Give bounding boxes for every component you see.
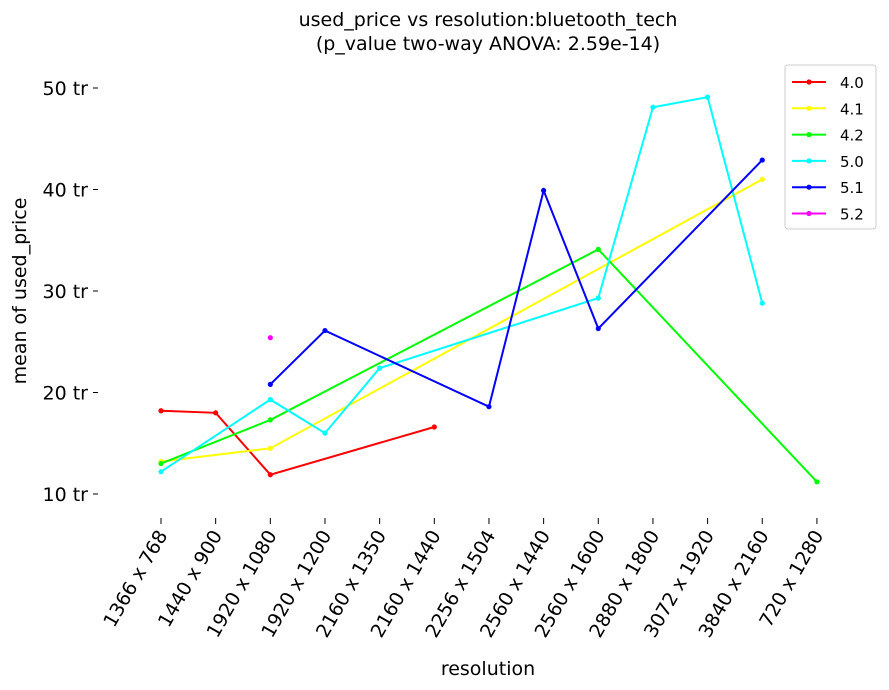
data-point (486, 404, 492, 410)
series-5.0 (158, 94, 765, 475)
legend-item: 5.0 (792, 153, 864, 171)
legend-marker (806, 210, 812, 217)
data-point (158, 460, 164, 467)
data-point (814, 479, 820, 485)
legend-label: 4.1 (840, 100, 864, 118)
data-point (759, 157, 765, 163)
legend-label: 5.0 (840, 153, 864, 171)
series-4.0 (158, 408, 437, 478)
legend-item: 5.2 (792, 206, 864, 224)
legend-marker (806, 158, 812, 164)
data-point (650, 104, 656, 110)
y-tick-label: 50 tr (43, 78, 89, 100)
data-point (267, 445, 273, 451)
data-point (267, 417, 273, 423)
y-tick-label: 40 tr (43, 180, 89, 202)
legend-marker (806, 79, 812, 85)
legend-item: 4.1 (792, 100, 864, 118)
legend-item: 5.1 (792, 179, 864, 197)
data-point (267, 381, 273, 387)
legend-marker (806, 105, 812, 111)
data-point (322, 327, 328, 334)
y-tick-label: 30 tr (43, 281, 89, 303)
legend-label: 5.2 (840, 206, 864, 224)
chart-subtitle: (p_value two-way ANOVA: 2.59e-14) (316, 33, 660, 55)
legend-marker (806, 132, 812, 138)
data-point (267, 335, 273, 341)
data-point (595, 246, 601, 252)
y-tick-label: 10 tr (43, 484, 89, 506)
series-line (160, 409, 435, 476)
series-5.2 (267, 335, 273, 341)
data-point (595, 325, 601, 332)
chart-title: used_price vs resolution:bluetooth_tech (299, 9, 678, 31)
y-axis: 10 tr 20 tr 30 tr 40 tr 50 tr (43, 78, 98, 506)
data-point (705, 94, 711, 100)
series-line (160, 248, 818, 483)
legend-label: 4.2 (840, 127, 864, 145)
series-5.1 (267, 157, 765, 410)
legend-item: 4.2 (792, 127, 864, 145)
data-point (377, 365, 383, 371)
legend-item: 4.0 (792, 74, 864, 92)
x-axis-label: resolution (441, 658, 535, 680)
series-4.2 (158, 246, 820, 485)
series-line (160, 95, 764, 473)
data-point (541, 187, 547, 194)
data-point (322, 430, 328, 436)
data-point (759, 176, 765, 182)
data-point (595, 295, 601, 301)
data-point (158, 408, 164, 414)
y-axis-label: mean of used_price (9, 198, 31, 385)
data-point (431, 424, 437, 430)
data-point (158, 469, 164, 475)
data-point (267, 472, 273, 478)
data-point (759, 300, 765, 306)
legend-label: 5.1 (840, 179, 864, 197)
series-line (269, 159, 763, 409)
legend-marker (806, 184, 812, 190)
data-point (267, 397, 273, 403)
plot-area (158, 94, 820, 485)
legend: 4.0 4.1 4.2 5.0 5.1 5.2 (784, 64, 877, 230)
data-point (213, 410, 219, 416)
y-tick-label: 20 tr (43, 383, 89, 405)
legend-label: 4.0 (840, 74, 864, 92)
